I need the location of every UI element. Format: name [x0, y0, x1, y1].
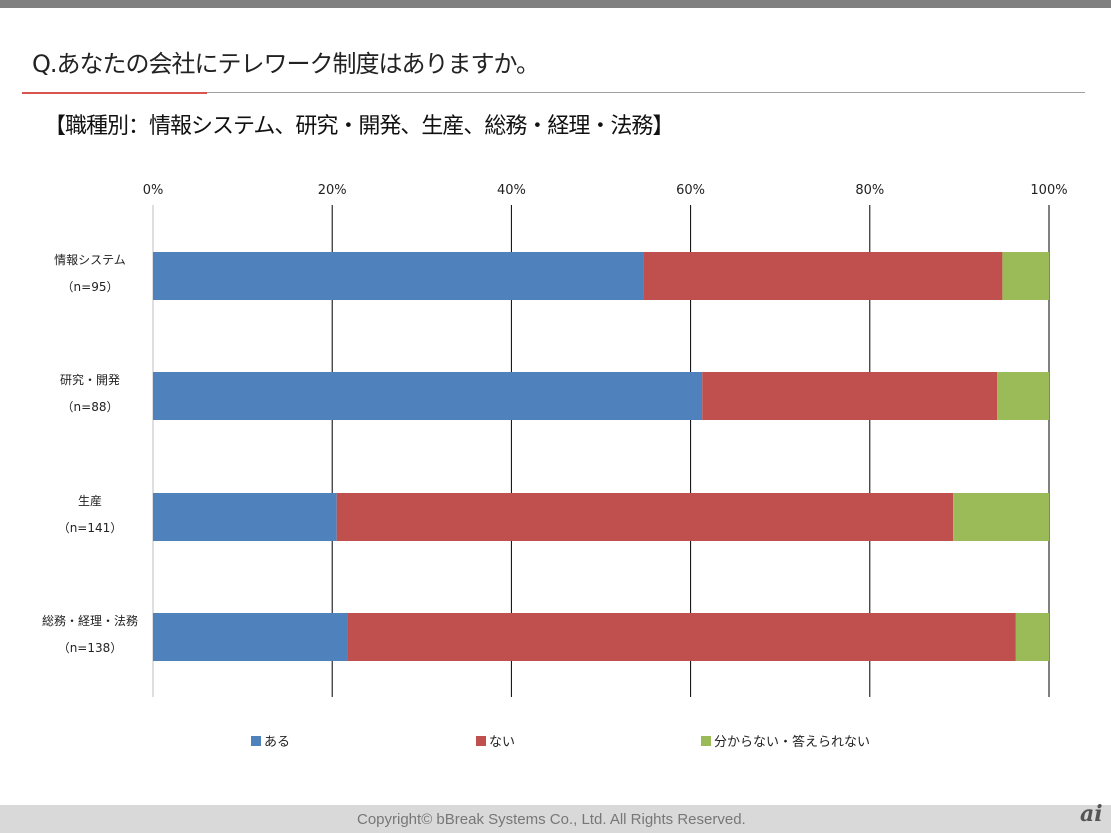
legend-swatch	[701, 736, 711, 746]
title-underline-accent	[22, 92, 207, 94]
legend-swatch	[476, 736, 486, 746]
title-underline	[207, 92, 1085, 93]
bar-segment	[153, 372, 703, 420]
bar-segment	[997, 372, 1049, 420]
chart-subtitle: 【職種別：情報システム、研究・開発、生産、総務・経理・法務】	[44, 114, 674, 139]
bar-segment	[153, 613, 348, 661]
x-tick-label: 60%	[676, 183, 705, 198]
bar-segment	[153, 493, 337, 541]
top-bar	[0, 0, 1111, 8]
bar-segment	[1002, 252, 1049, 300]
category-label: 研究・開発	[60, 372, 120, 387]
legend-label: ある	[264, 735, 290, 750]
category-n-label: （n=88）	[62, 400, 119, 414]
brand-logo: ai	[1080, 801, 1103, 827]
category-label: 生産	[78, 493, 102, 508]
bar-segment	[336, 493, 954, 541]
legend-label: 分からない・答えられない	[714, 734, 870, 750]
legend-swatch	[251, 736, 261, 746]
legend-label: ない	[489, 735, 515, 750]
stacked-bar-chart: 0% 20% 40% 60% 80% 100% 情報システム （n=95） 研究・開発 （n=88…	[42, 183, 1068, 750]
category-n-label: （n=141）	[58, 521, 123, 535]
bar-segment	[953, 493, 1049, 541]
category-n-label: （n=95）	[62, 280, 119, 294]
page-title: Q.あなたの会社にテレワーク制度はありますか。	[32, 50, 540, 78]
x-tick-label: 20%	[318, 183, 347, 198]
bar-segment	[702, 372, 998, 420]
category-label: 総務・経理・法務	[42, 614, 138, 628]
category-label: 情報システム	[54, 253, 126, 267]
bar-segment	[1015, 613, 1049, 661]
bar-segment	[347, 613, 1016, 661]
bar-segment	[153, 252, 644, 300]
footer: Copyright© bBreak Systems Co., Ltd. All …	[0, 801, 1111, 833]
category-n-label: （n=138）	[58, 641, 123, 655]
x-tick-label: 100%	[1030, 183, 1067, 198]
x-tick-label: 40%	[497, 183, 526, 198]
bar-segment	[643, 252, 1003, 300]
x-tick-label: 0%	[143, 183, 164, 198]
copyright-text: Copyright© bBreak Systems Co., Ltd. All …	[357, 811, 746, 828]
x-tick-label: 80%	[855, 183, 884, 198]
